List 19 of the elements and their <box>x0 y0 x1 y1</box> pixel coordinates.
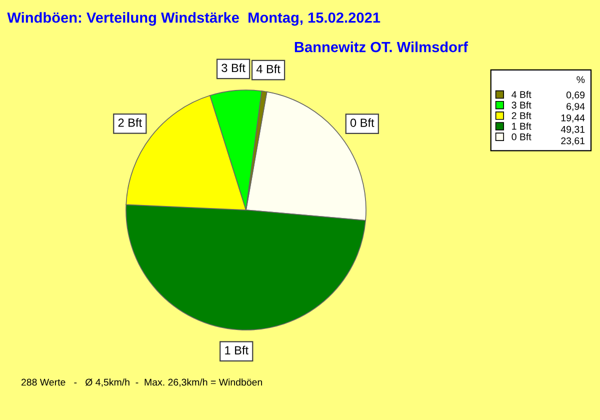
legend-title: % <box>576 76 585 84</box>
slice-label: 1 Bft <box>225 346 248 354</box>
slice-label: 2 Bft <box>118 118 142 127</box>
data-label: 49,31 <box>560 126 585 134</box>
slice-label: 4 Bft <box>256 64 280 74</box>
chart-title: Windböen: Verteilung Windstärke Montag, 15.02.2021 <box>7 12 380 26</box>
chart-subtitle: Bannewitz OT. Wilmsdorf <box>294 42 468 52</box>
data-label: 19,44 <box>561 114 585 122</box>
legend-label: 0 Bft <box>512 133 532 140</box>
slice-label: 0 Bft <box>350 118 374 127</box>
text: 288 Werte - Ø 4,5km/h - Max. 26,3km/h = Windböen <box>21 378 262 387</box>
data-label: 23,61 <box>561 137 585 146</box>
legend-label: 4 Bft <box>512 90 532 98</box>
legend-label: 3 Bft <box>512 101 532 109</box>
data-label: 0,69 <box>566 92 585 100</box>
data-label: 6,94 <box>566 102 585 112</box>
slice-label: 3 Bft <box>222 63 246 72</box>
legend-label: 1 Bft <box>512 122 532 130</box>
legend-label: 2 Bft <box>512 112 532 120</box>
